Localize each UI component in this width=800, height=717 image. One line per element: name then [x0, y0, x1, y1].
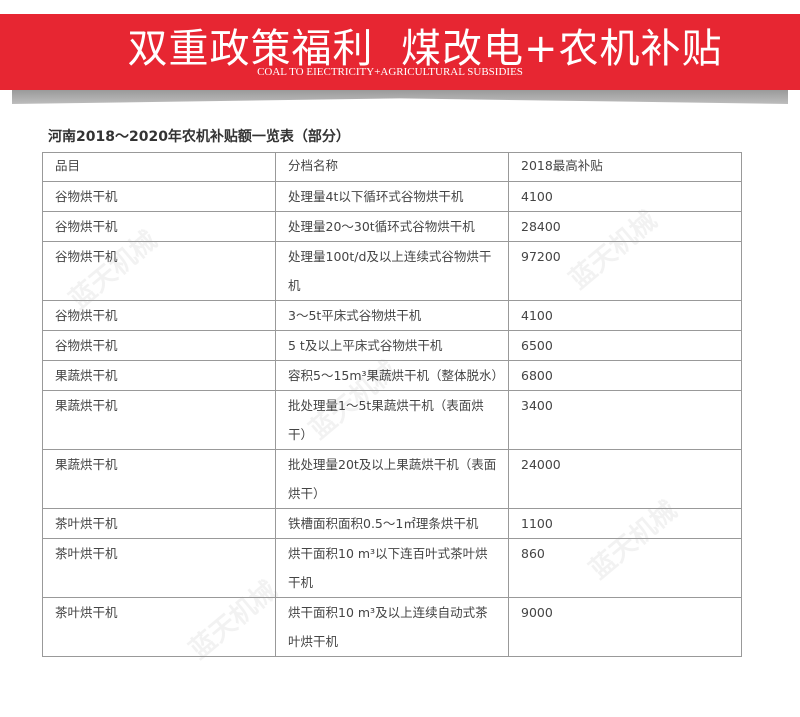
table-row: 茶叶烘干机 铁槽面积面积0.5～1㎡理条烘干机 1100: [42, 508, 742, 539]
tier-name-cell: 5 t及以上平床式谷物烘干机: [275, 330, 509, 361]
table-row: 谷物烘干机 处理量100t/d及以上连续式谷物烘干机 97200: [42, 241, 742, 301]
tier-name-cell: 容积5～15m³果蔬烘干机（整体脱水）: [275, 360, 509, 391]
category-cell: 果蔬烘干机: [42, 390, 276, 450]
tier-name-cell: 处理量20～30t循环式谷物烘干机: [275, 211, 509, 242]
banner-title: 双重政策福利 煤改电+农机补贴: [127, 26, 723, 72]
tier-name-cell: 批处理量20t及以上果蔬烘干机（表面烘干）: [275, 449, 509, 509]
subsidy-cell: 9000: [508, 597, 742, 657]
table-row: 茶叶烘干机 烘干面积10 m³及以上连续自动式茶叶烘干机 9000: [42, 597, 742, 657]
tier-name-cell: 批处理量1～5t果蔬烘干机（表面烘干）: [275, 390, 509, 450]
subsidy-cell: 97200: [508, 241, 742, 301]
category-cell: 谷物烘干机: [42, 330, 276, 361]
category-cell: 品目: [42, 152, 276, 182]
tier-name-cell: 铁槽面积面积0.5～1㎡理条烘干机: [275, 508, 509, 539]
table-row: 茶叶烘干机 烘干面积10 m³以下连百叶式茶叶烘干机 860: [42, 538, 742, 598]
table-row: 谷物烘干机 处理量4t以下循环式谷物烘干机 4100: [42, 181, 742, 212]
subsidy-table: 品目 分档名称 2018最高补贴 谷物烘干机 处理量4t以下循环式谷物烘干机 4100 谷物…: [42, 152, 742, 657]
banner-shadow: [12, 90, 788, 104]
subsidy-cell: 1100: [508, 508, 742, 539]
category-cell: 茶叶烘干机: [42, 538, 276, 598]
table-header-row: 品目 分档名称 2018最高补贴: [42, 152, 742, 182]
tier-name-cell: 处理量100t/d及以上连续式谷物烘干机: [275, 241, 509, 301]
subsidy-cell: 24000: [508, 449, 742, 509]
table-row: 谷物烘干机 5 t及以上平床式谷物烘干机 6500: [42, 330, 742, 361]
table-row: 果蔬烘干机 批处理量20t及以上果蔬烘干机（表面烘干） 24000: [42, 449, 742, 509]
category-cell: 果蔬烘干机: [42, 360, 276, 391]
subsidy-cell: 2018最高补贴: [508, 152, 742, 182]
subsidy-cell: 28400: [508, 211, 742, 242]
table-row: 果蔬烘干机 容积5～15m³果蔬烘干机（整体脱水） 6800: [42, 360, 742, 391]
subsidy-cell: 4100: [508, 300, 742, 331]
banner-subtitle: COAL TO EIECTRICITY+AGRICULTURAL SUBSIDI…: [257, 66, 523, 78]
tier-name-cell: 3～5t平床式谷物烘干机: [275, 300, 509, 331]
table-caption: 河南2018～2020年农机补贴额一览表（部分）: [48, 129, 350, 145]
tier-name-cell: 分档名称: [275, 152, 509, 182]
category-cell: 果蔬烘干机: [42, 449, 276, 509]
tier-name-cell: 烘干面积10 m³以下连百叶式茶叶烘干机: [275, 538, 509, 598]
subsidy-cell: 860: [508, 538, 742, 598]
table-row: 谷物烘干机 3～5t平床式谷物烘干机 4100: [42, 300, 742, 331]
subsidy-cell: 6800: [508, 360, 742, 391]
banner: [0, 14, 800, 90]
subsidy-cell: 3400: [508, 390, 742, 450]
category-cell: 茶叶烘干机: [42, 508, 276, 539]
category-cell: 茶叶烘干机: [42, 597, 276, 657]
table-row: 谷物烘干机 处理量20～30t循环式谷物烘干机 28400: [42, 211, 742, 242]
category-cell: 谷物烘干机: [42, 300, 276, 331]
category-cell: 谷物烘干机: [42, 241, 276, 301]
category-cell: 谷物烘干机: [42, 181, 276, 212]
tier-name-cell: 处理量4t以下循环式谷物烘干机: [275, 181, 509, 212]
table-row: 果蔬烘干机 批处理量1～5t果蔬烘干机（表面烘干） 3400: [42, 390, 742, 450]
category-cell: 谷物烘干机: [42, 211, 276, 242]
subsidy-cell: 4100: [508, 181, 742, 212]
subsidy-cell: 6500: [508, 330, 742, 361]
tier-name-cell: 烘干面积10 m³及以上连续自动式茶叶烘干机: [275, 597, 509, 657]
